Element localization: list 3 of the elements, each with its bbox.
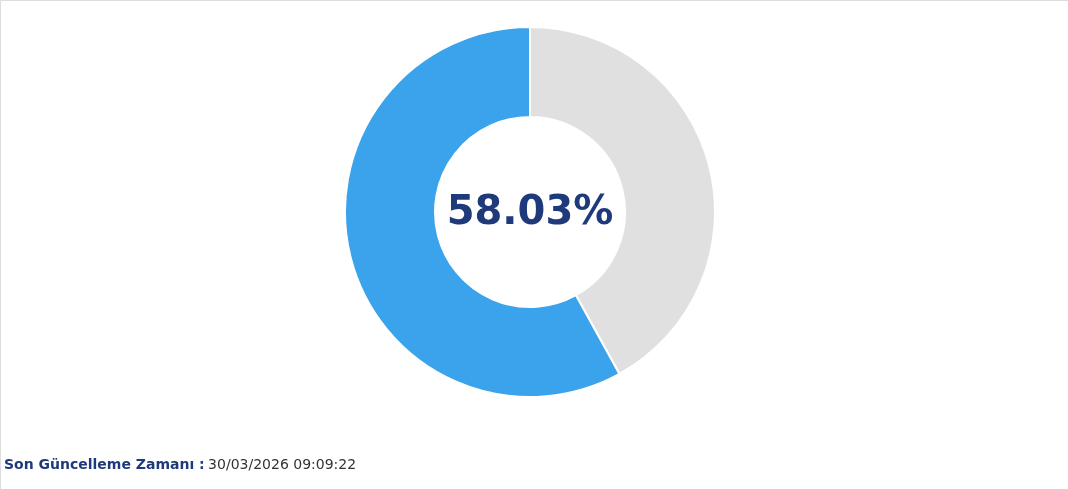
text: Son Güncelleme Zamanı : xyxy=(4,456,205,472)
data-label: 58.03% xyxy=(446,187,614,233)
text: 30/03/2026 09:09:22 xyxy=(208,456,357,472)
